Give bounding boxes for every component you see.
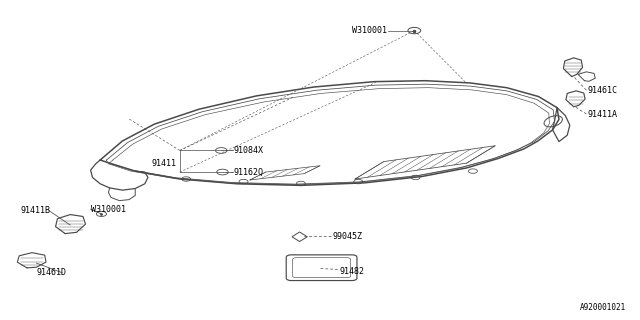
Text: 91461C: 91461C — [588, 86, 618, 95]
Text: 91482: 91482 — [339, 267, 364, 276]
Text: 91411B: 91411B — [20, 206, 51, 215]
Text: 91162Q: 91162Q — [234, 168, 264, 177]
Text: A920001021: A920001021 — [580, 303, 626, 312]
Text: 91411: 91411 — [151, 159, 176, 168]
Text: 91461D: 91461D — [36, 268, 67, 277]
Text: W310001: W310001 — [352, 26, 387, 35]
Text: 91084X: 91084X — [234, 146, 264, 155]
Text: W310001: W310001 — [91, 205, 125, 214]
Text: 91411A: 91411A — [588, 109, 618, 118]
Text: 99045Z: 99045Z — [333, 232, 363, 241]
